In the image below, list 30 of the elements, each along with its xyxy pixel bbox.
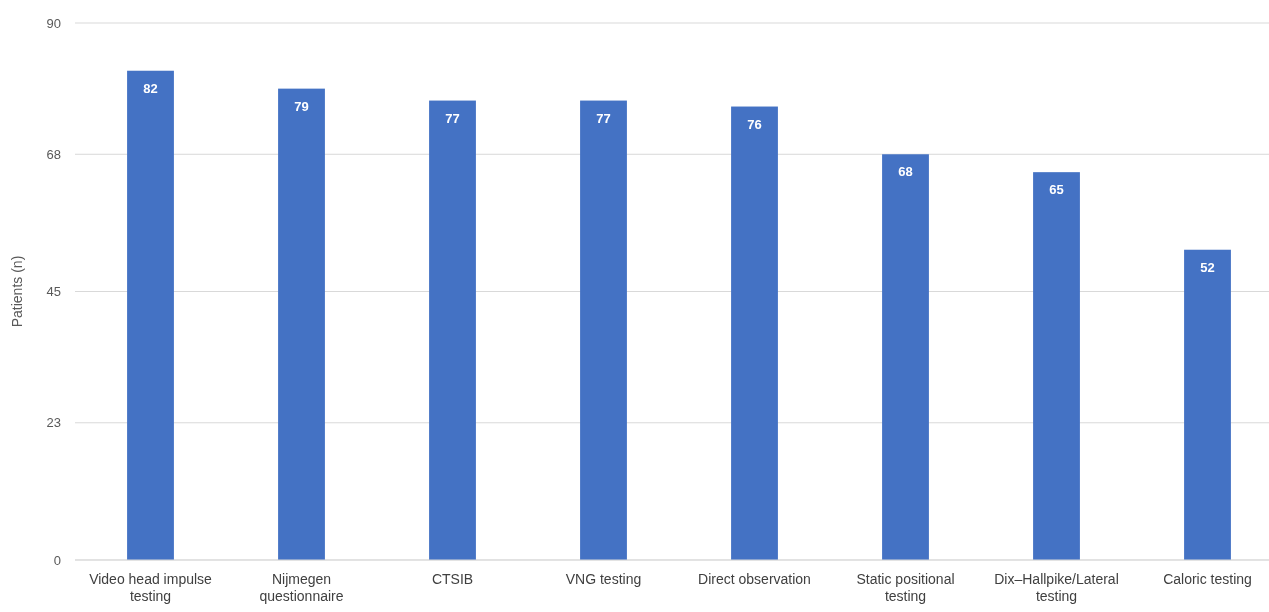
x-tick-label: Dix–Hallpike/Lateral testing [994, 571, 1119, 604]
data-label: 65 [1049, 182, 1064, 198]
bar [580, 100, 627, 560]
data-label: 52 [1200, 259, 1215, 275]
bar [731, 106, 778, 560]
bar [429, 100, 476, 560]
y-tick-label: 90 [46, 15, 61, 31]
data-label: 77 [445, 110, 460, 126]
x-tick-label: Nijmegen questionnaire [259, 571, 344, 604]
x-tick-label: Direct observation [698, 571, 811, 587]
x-tick-label: Video head impulse testing [89, 571, 213, 604]
data-label: 82 [143, 80, 158, 96]
data-label: 79 [294, 98, 309, 114]
y-tick-label: 0 [53, 552, 61, 568]
y-tick-label: 68 [46, 146, 61, 162]
bar [882, 154, 929, 560]
bar [127, 70, 174, 560]
x-tick-label: Static positional testing [856, 571, 955, 604]
y-tick-label: 45 [46, 284, 61, 300]
data-label: 77 [596, 110, 611, 126]
data-label: 68 [898, 164, 913, 180]
data-label: 76 [747, 116, 762, 132]
x-tick-label: Caloric testing [1163, 571, 1252, 587]
x-tick-label: VNG testing [565, 571, 642, 587]
bar [1033, 172, 1080, 560]
y-tick-label: 23 [46, 415, 61, 431]
bar [1184, 249, 1231, 560]
bar [278, 88, 325, 560]
x-tick-label: CTSIB [431, 571, 474, 587]
y-axis-title: Patients (n) [9, 255, 25, 328]
